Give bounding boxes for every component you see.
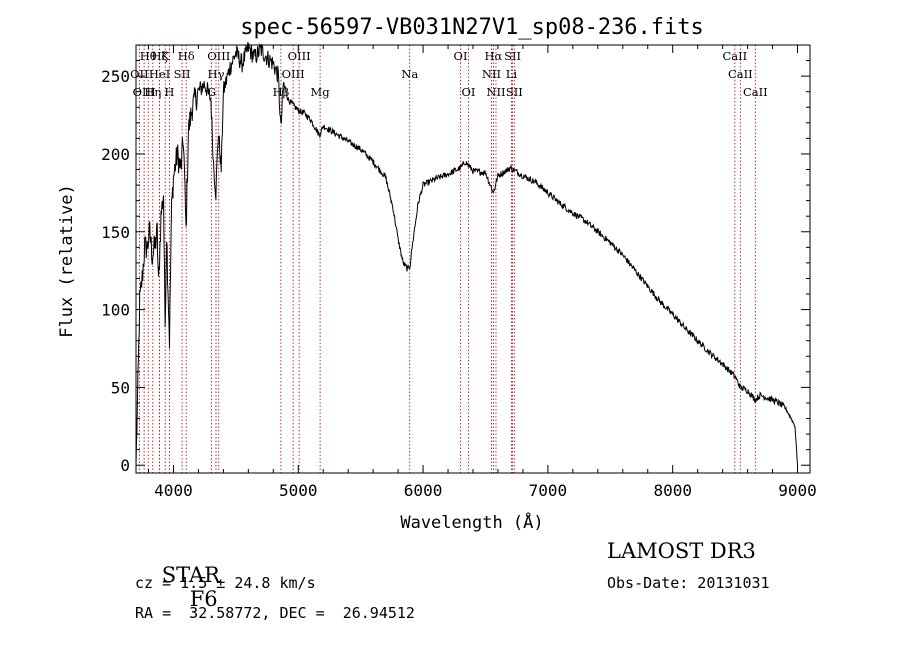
redshift-readout: cz = 1.5 ± 24.8 km/s <box>135 574 316 592</box>
line-marker-label: Na <box>401 67 418 81</box>
line-marker-label: OIII <box>207 49 230 63</box>
line-marker-label: Hα <box>484 49 502 63</box>
line-marker-label: Hγ <box>208 67 225 81</box>
x-tick-label: 4000 <box>154 481 193 500</box>
line-marker-label: OII <box>130 67 149 81</box>
line-marker-label: OIII <box>282 67 305 81</box>
line-marker-label: Hδ <box>178 49 195 63</box>
line-marker-label: NII <box>482 67 501 81</box>
line-marker-label: NII <box>486 85 505 99</box>
line-marker-label: G <box>207 85 216 99</box>
line-marker-label: Li <box>506 67 518 81</box>
survey-label: LAMOST DR3 <box>607 539 756 563</box>
y-tick-label: 0 <box>120 456 130 475</box>
x-tick-label: 8000 <box>653 481 692 500</box>
line-markers <box>138 45 756 473</box>
line-marker-label: Hθ <box>140 49 157 63</box>
x-tick-label: 6000 <box>404 481 443 500</box>
x-axis: 4000 5000 6000 7000 8000 9000 <box>147 45 817 500</box>
y-axis: 0 50 100 150 200 250 <box>101 60 810 475</box>
line-marker-label: OIII <box>288 49 311 63</box>
spectrum-line <box>135 41 798 466</box>
y-tick-label: 150 <box>101 223 130 242</box>
x-axis-label: Wavelength (Å) <box>400 511 543 533</box>
line-marker-label: OI <box>462 85 476 99</box>
x-tick-label: 9000 <box>778 481 817 500</box>
coordinates: RA = 32.58772, DEC = 26.94512 <box>135 604 415 622</box>
line-marker-label: H <box>164 85 174 99</box>
obs-date: Obs-Date: 20131031 <box>607 574 770 592</box>
line-marker-label: CaII <box>743 85 768 99</box>
line-marker-label: OIII <box>133 85 156 99</box>
line-marker-label: Hη <box>144 85 161 99</box>
line-marker-label: K <box>161 49 170 63</box>
x-tick-label: 5000 <box>279 481 318 500</box>
line-marker-label: Hζ <box>151 49 167 63</box>
x-tick-label: 7000 <box>529 481 568 500</box>
line-marker-label: Mg <box>311 85 331 99</box>
y-tick-label: 50 <box>111 378 130 397</box>
class-label: STAR <box>161 563 220 587</box>
line-marker-label: CaII <box>728 67 753 81</box>
line-marker-label: OI <box>454 49 468 63</box>
y-tick-label: 100 <box>101 301 130 320</box>
y-axis-label: Flux (relative) <box>57 184 77 338</box>
line-marker-label: HeI <box>149 67 170 81</box>
y-tick-label: 200 <box>101 145 130 164</box>
line-marker-label: SII <box>506 85 523 99</box>
line-marker-label: SII <box>504 49 521 63</box>
line-marker-label: SII <box>174 67 191 81</box>
plot-frame <box>135 44 811 474</box>
object-class: STAR F6 <box>135 539 220 635</box>
line-marker-label: CaII <box>722 49 747 63</box>
y-tick-label: 250 <box>101 67 130 86</box>
subclass-label: F6 <box>189 587 218 611</box>
chart-title: spec-56597-VB031N27V1_sp08-236.fits <box>240 15 704 40</box>
